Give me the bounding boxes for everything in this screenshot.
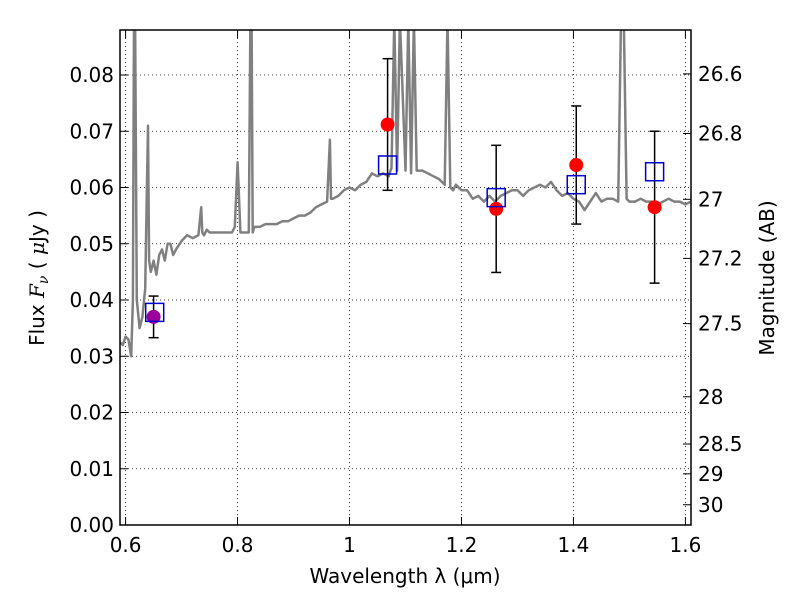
right-tick-label: 27 bbox=[698, 187, 723, 211]
y-axis-right-label: Magnitude (AB) bbox=[755, 200, 779, 355]
y-tick-label: 0.04 bbox=[69, 288, 114, 312]
model-point bbox=[644, 162, 665, 182]
right-tick-label: 26.8 bbox=[698, 122, 743, 146]
observed-point bbox=[146, 309, 161, 324]
grid bbox=[120, 30, 691, 526]
y-tick-label: 0.07 bbox=[69, 119, 114, 143]
model-point bbox=[566, 174, 586, 195]
plot-frame bbox=[119, 29, 692, 526]
observed-point bbox=[380, 117, 395, 132]
right-tick-label: 27.5 bbox=[698, 312, 743, 336]
observed-point bbox=[489, 201, 504, 216]
x-tick-label: 0.6 bbox=[110, 533, 142, 557]
y-tick-label: 0.02 bbox=[69, 401, 114, 425]
model-point bbox=[486, 187, 506, 208]
y-tick-label: 0.03 bbox=[69, 344, 114, 368]
y-axis-right: 26.6 26.8 27 27.2 27.5 28 28.5 29 30 bbox=[683, 62, 743, 517]
y-axis-left: 0.00 0.01 0.02 0.03 0.04 0.05 0.06 0.07 0.08 bbox=[69, 63, 128, 537]
x-tick-label: 1.6 bbox=[669, 533, 701, 557]
model-points bbox=[144, 155, 665, 323]
x-tick-label: 1 bbox=[343, 533, 356, 557]
x-tick-label: 1.2 bbox=[446, 533, 478, 557]
x-axis: 0.6 0.8 1 1.2 1.4 1.6 bbox=[110, 30, 701, 557]
right-tick-label: 28 bbox=[698, 385, 723, 409]
observed-points bbox=[146, 117, 662, 324]
model-point bbox=[377, 155, 398, 175]
y-tick-label: 0.06 bbox=[69, 176, 114, 200]
right-tick-label: 28.5 bbox=[698, 432, 743, 456]
right-tick-label: 30 bbox=[698, 493, 723, 517]
y-tick-label: 0.05 bbox=[69, 232, 114, 256]
y-tick-label: 0.08 bbox=[69, 63, 114, 87]
observed-point bbox=[569, 158, 584, 172]
model-point bbox=[144, 302, 165, 323]
y-tick-label: 0.01 bbox=[69, 457, 114, 481]
x-tick-label: 0.8 bbox=[222, 533, 254, 557]
y-axis-label: Flux Fν ( μJy ) bbox=[25, 210, 52, 346]
right-tick-label: 29 bbox=[698, 462, 723, 486]
x-tick-label: 1.4 bbox=[558, 533, 590, 557]
y-tick-label: 0.00 bbox=[69, 513, 114, 537]
x-axis-label: Wavelength λ (μm) bbox=[309, 564, 500, 588]
observed-point bbox=[647, 200, 662, 215]
right-tick-label: 26.6 bbox=[698, 62, 743, 86]
right-tick-label: 27.2 bbox=[698, 246, 743, 270]
